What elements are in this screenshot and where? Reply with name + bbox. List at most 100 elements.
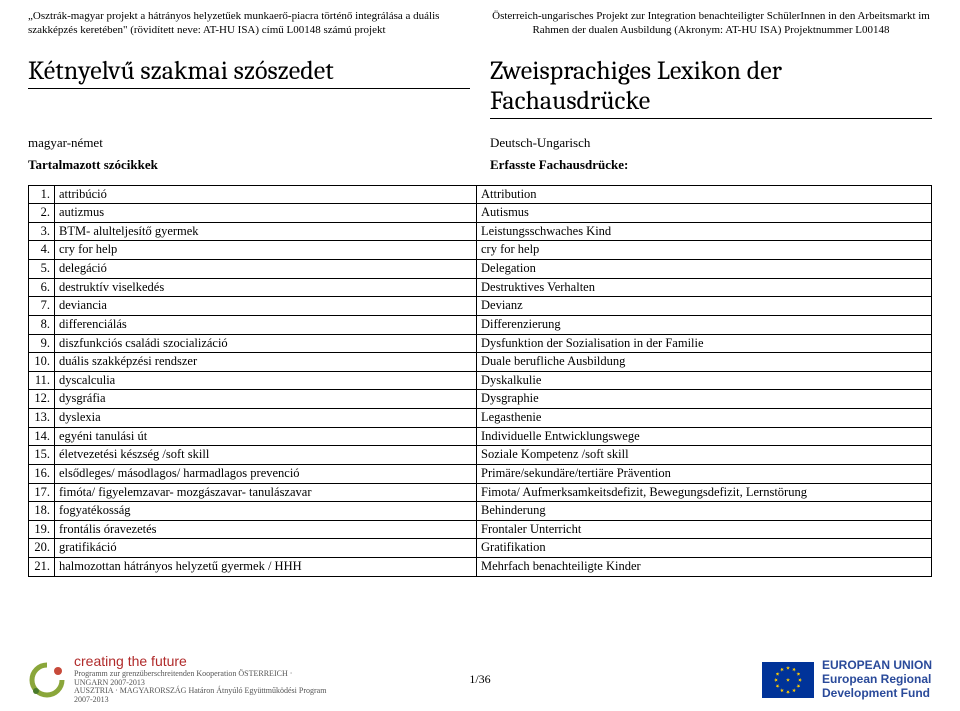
term-hu: halmozottan hátrányos helyzetű gyermek /… — [55, 558, 477, 577]
term-hu: dysgráfia — [55, 390, 477, 409]
term-hu: attribúció — [55, 185, 477, 204]
row-number: 15. — [29, 446, 55, 465]
term-hu: dyslexia — [55, 409, 477, 428]
term-hu: delegáció — [55, 260, 477, 279]
subtitle-row: magyar-német Tartalmazott szócikkek Deut… — [28, 133, 932, 175]
glossary-table: 1.attribúcióAttribution2.autizmusAutismu… — [28, 185, 932, 577]
term-hu: fogyatékosság — [55, 502, 477, 521]
term-de: Soziale Kompetenz /soft skill — [477, 446, 932, 465]
ctf-brand: creating the future — [74, 654, 328, 669]
contents-label-hu: Tartalmazott szócikkek — [28, 157, 470, 173]
title-de: Zweisprachiges Lexikon der Fachausdrücke — [490, 56, 932, 119]
table-row: 3.BTM- alulteljesítő gyermekLeistungssch… — [29, 222, 932, 241]
table-row: 12.dysgráfiaDysgraphie — [29, 390, 932, 409]
table-row: 21.halmozottan hátrányos helyzetű gyerme… — [29, 558, 932, 577]
term-hu: autizmus — [55, 204, 477, 223]
term-hu: diszfunkciós családi szocializáció — [55, 334, 477, 353]
row-number: 13. — [29, 409, 55, 428]
title-row: Kétnyelvű szakmai szószedet Zweisprachig… — [28, 56, 932, 123]
table-row: 1.attribúcióAttribution — [29, 185, 932, 204]
row-number: 5. — [29, 260, 55, 279]
term-de: Leistungsschwaches Kind — [477, 222, 932, 241]
eu-line3: Development Fund — [822, 687, 932, 701]
term-de: Duale berufliche Ausbildung — [477, 353, 932, 372]
term-de: Autismus — [477, 204, 932, 223]
contents-label-de: Erfasste Fachausdrücke: — [490, 157, 932, 173]
term-hu: fimóta/ figyelemzavar- mozgászavar- tanu… — [55, 483, 477, 502]
term-hu: frontális óravezetés — [55, 520, 477, 539]
term-de: Dysfunktion der Sozialisation in der Fam… — [477, 334, 932, 353]
footer: creating the future Programm zur grenzüb… — [0, 654, 960, 705]
title-hu: Kétnyelvű szakmai szószedet — [28, 56, 470, 89]
project-header-hu: „Osztrák-magyar projekt a hátrányos hely… — [28, 10, 470, 38]
table-row: 8.differenciálásDifferenzierung — [29, 315, 932, 334]
table-row: 13.dyslexiaLegasthenie — [29, 409, 932, 428]
term-hu: gratifikáció — [55, 539, 477, 558]
table-row: 18.fogyatékosságBehinderung — [29, 502, 932, 521]
term-de: Destruktives Verhalten — [477, 278, 932, 297]
row-number: 9. — [29, 334, 55, 353]
row-number: 16. — [29, 464, 55, 483]
row-number: 4. — [29, 241, 55, 260]
table-row: 10.duális szakképzési rendszerDuale beru… — [29, 353, 932, 372]
row-number: 1. — [29, 185, 55, 204]
term-hu: duális szakképzési rendszer — [55, 353, 477, 372]
term-de: Dyskalkulie — [477, 371, 932, 390]
project-header-de: Österreich-ungarisches Projekt zur Integ… — [490, 10, 932, 38]
table-row: 19.frontális óravezetésFrontaler Unterri… — [29, 520, 932, 539]
page-number: 1/36 — [328, 672, 632, 687]
term-hu: BTM- alulteljesítő gyermek — [55, 222, 477, 241]
term-hu: cry for help — [55, 241, 477, 260]
term-hu: differenciálás — [55, 315, 477, 334]
table-row: 4.cry for helpcry for help — [29, 241, 932, 260]
term-de: Legasthenie — [477, 409, 932, 428]
ctf-mark-icon — [28, 661, 66, 699]
term-de: Devianz — [477, 297, 932, 316]
row-number: 12. — [29, 390, 55, 409]
term-hu: életvezetési készség /soft skill — [55, 446, 477, 465]
row-number: 14. — [29, 427, 55, 446]
term-de: cry for help — [477, 241, 932, 260]
row-number: 3. — [29, 222, 55, 241]
eu-flag-icon — [762, 662, 814, 698]
row-number: 2. — [29, 204, 55, 223]
term-hu: elsődleges/ másodlagos/ harmadlagos prev… — [55, 464, 477, 483]
term-hu: deviancia — [55, 297, 477, 316]
term-de: Gratifikation — [477, 539, 932, 558]
term-de: Mehrfach benachteiligte Kinder — [477, 558, 932, 577]
table-row: 9.diszfunkciós családi szocializációDysf… — [29, 334, 932, 353]
table-row: 6.destruktív viselkedésDestruktives Verh… — [29, 278, 932, 297]
term-de: Dysgraphie — [477, 390, 932, 409]
term-de: Primäre/sekundäre/tertiäre Prävention — [477, 464, 932, 483]
row-number: 17. — [29, 483, 55, 502]
row-number: 20. — [29, 539, 55, 558]
term-de: Behinderung — [477, 502, 932, 521]
row-number: 11. — [29, 371, 55, 390]
table-row: 20.gratifikációGratifikation — [29, 539, 932, 558]
term-de: Differenzierung — [477, 315, 932, 334]
term-de: Attribution — [477, 185, 932, 204]
row-number: 18. — [29, 502, 55, 521]
row-number: 21. — [29, 558, 55, 577]
eu-line1: EUROPEAN UNION — [822, 659, 932, 673]
table-row: 14.egyéni tanulási útIndividuelle Entwic… — [29, 427, 932, 446]
row-number: 19. — [29, 520, 55, 539]
logo-creating-the-future: creating the future Programm zur grenzüb… — [28, 654, 328, 705]
term-hu: dyscalculia — [55, 371, 477, 390]
eu-line2: European Regional — [822, 673, 932, 687]
row-number: 6. — [29, 278, 55, 297]
logo-eu: EUROPEAN UNION European Regional Develop… — [632, 659, 932, 700]
ctf-line2: AUSZTRIA · MAGYARORSZÁG Határon Átnyúló … — [74, 687, 328, 705]
term-de: Frontaler Unterricht — [477, 520, 932, 539]
row-number: 8. — [29, 315, 55, 334]
term-de: Individuelle Entwicklungswege — [477, 427, 932, 446]
term-de: Delegation — [477, 260, 932, 279]
row-number: 7. — [29, 297, 55, 316]
langpair-de: Deutsch-Ungarisch — [490, 135, 932, 151]
project-header-row: „Osztrák-magyar projekt a hátrányos hely… — [28, 10, 932, 38]
table-row: 5.delegációDelegation — [29, 260, 932, 279]
table-row: 11.dyscalculiaDyskalkulie — [29, 371, 932, 390]
langpair-hu: magyar-német — [28, 135, 470, 151]
table-row: 17.fimóta/ figyelemzavar- mozgászavar- t… — [29, 483, 932, 502]
table-row: 16.elsődleges/ másodlagos/ harmadlagos p… — [29, 464, 932, 483]
